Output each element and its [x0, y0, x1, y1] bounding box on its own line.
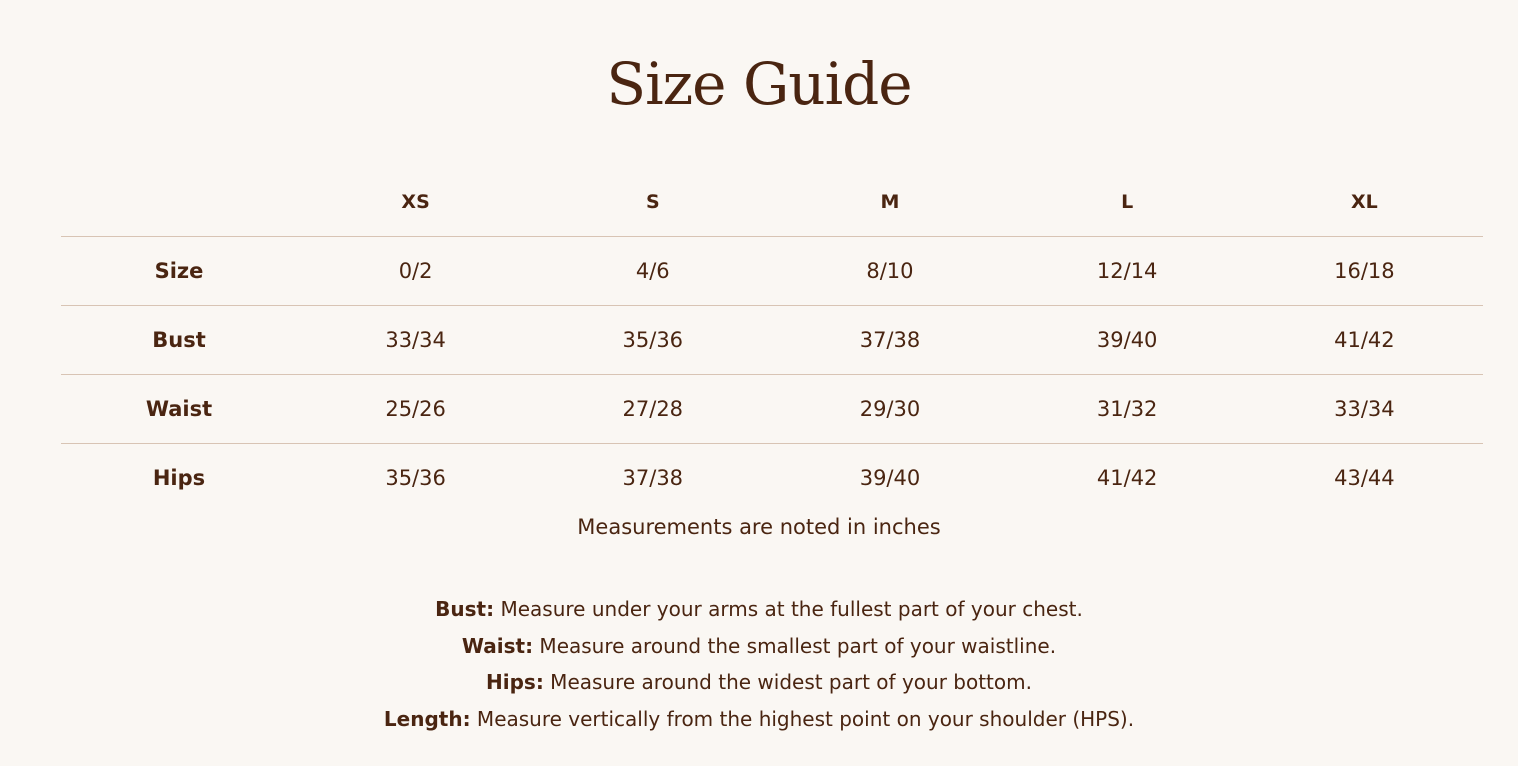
table-cell: 8/10 [771, 236, 1009, 306]
units-note: Measurements are noted in inches [577, 515, 941, 539]
definition: Hips: Measure around the widest part of … [0, 664, 1518, 701]
table-cell: 35/36 [297, 443, 535, 512]
table-cell: 12/14 [1008, 236, 1246, 306]
table-cell: 16/18 [1245, 236, 1483, 306]
size-table: XS S M L XL Size 0/2 4/6 8/10 12/14 16/18 Bust… [61, 168, 1483, 512]
table-cell: 33/34 [1245, 374, 1483, 444]
row-label: Hips [61, 443, 297, 512]
definition-text: Measure vertically from the highest poin… [470, 706, 1135, 731]
definition-term: Bust: [435, 597, 495, 621]
header-row: XS S M L XL [61, 168, 1483, 237]
definition-term: Length: [383, 706, 471, 731]
table-cell: 29/30 [771, 374, 1009, 444]
table-cell: 39/40 [1008, 305, 1246, 375]
definition: Waist: Measure around the smallest part … [0, 628, 1518, 665]
table-cell: 37/38 [771, 305, 1009, 375]
table-row: Waist 25/26 27/28 29/30 31/32 33/34 [61, 374, 1483, 444]
table-row: Hips 35/36 37/38 39/40 41/42 43/44 [61, 443, 1483, 512]
table-cell: 35/36 [534, 305, 772, 375]
definition-text: Measure under your arms at the fullest p… [494, 597, 1083, 621]
table-cell: 41/42 [1245, 305, 1483, 375]
measurement-definitions: Bust: Measure under your arms at the ful… [0, 591, 1518, 737]
table-cell: 33/34 [297, 305, 535, 375]
table-cell: 27/28 [534, 374, 772, 444]
table-cell: 37/38 [534, 443, 772, 512]
definition-term: Waist: [461, 633, 534, 658]
column-header: S [645, 191, 660, 213]
column-header: M [880, 191, 900, 213]
table-cell: 0/2 [297, 236, 535, 306]
column-header: L [1121, 191, 1134, 213]
table-cell: 41/42 [1008, 443, 1246, 512]
definition-text: Measure around the widest part of your b… [543, 670, 1032, 694]
row-label: Waist [61, 374, 297, 444]
column-header: XL [1350, 191, 1378, 213]
table-cell: 25/26 [297, 374, 535, 444]
table-row: Size 0/2 4/6 8/10 12/14 16/18 [61, 236, 1483, 306]
column-header: XS [401, 191, 430, 213]
row-label: Bust [61, 305, 297, 375]
table-row: Bust 33/34 35/36 37/38 39/40 41/42 [61, 305, 1483, 375]
table-cell: 31/32 [1008, 374, 1246, 444]
page-title: Size Guide [606, 50, 912, 118]
table-cell: 4/6 [534, 236, 772, 306]
definition: Length: Measure vertically from the high… [0, 701, 1518, 738]
empty-header [61, 168, 297, 237]
definition-term: Hips: [486, 670, 544, 694]
table-cell: 39/40 [771, 443, 1009, 512]
definition: Bust: Measure under your arms at the ful… [0, 591, 1518, 628]
table-cell: 43/44 [1245, 443, 1483, 512]
definition-text: Measure around the smallest part of your… [533, 633, 1057, 658]
row-label: Size [61, 236, 297, 306]
